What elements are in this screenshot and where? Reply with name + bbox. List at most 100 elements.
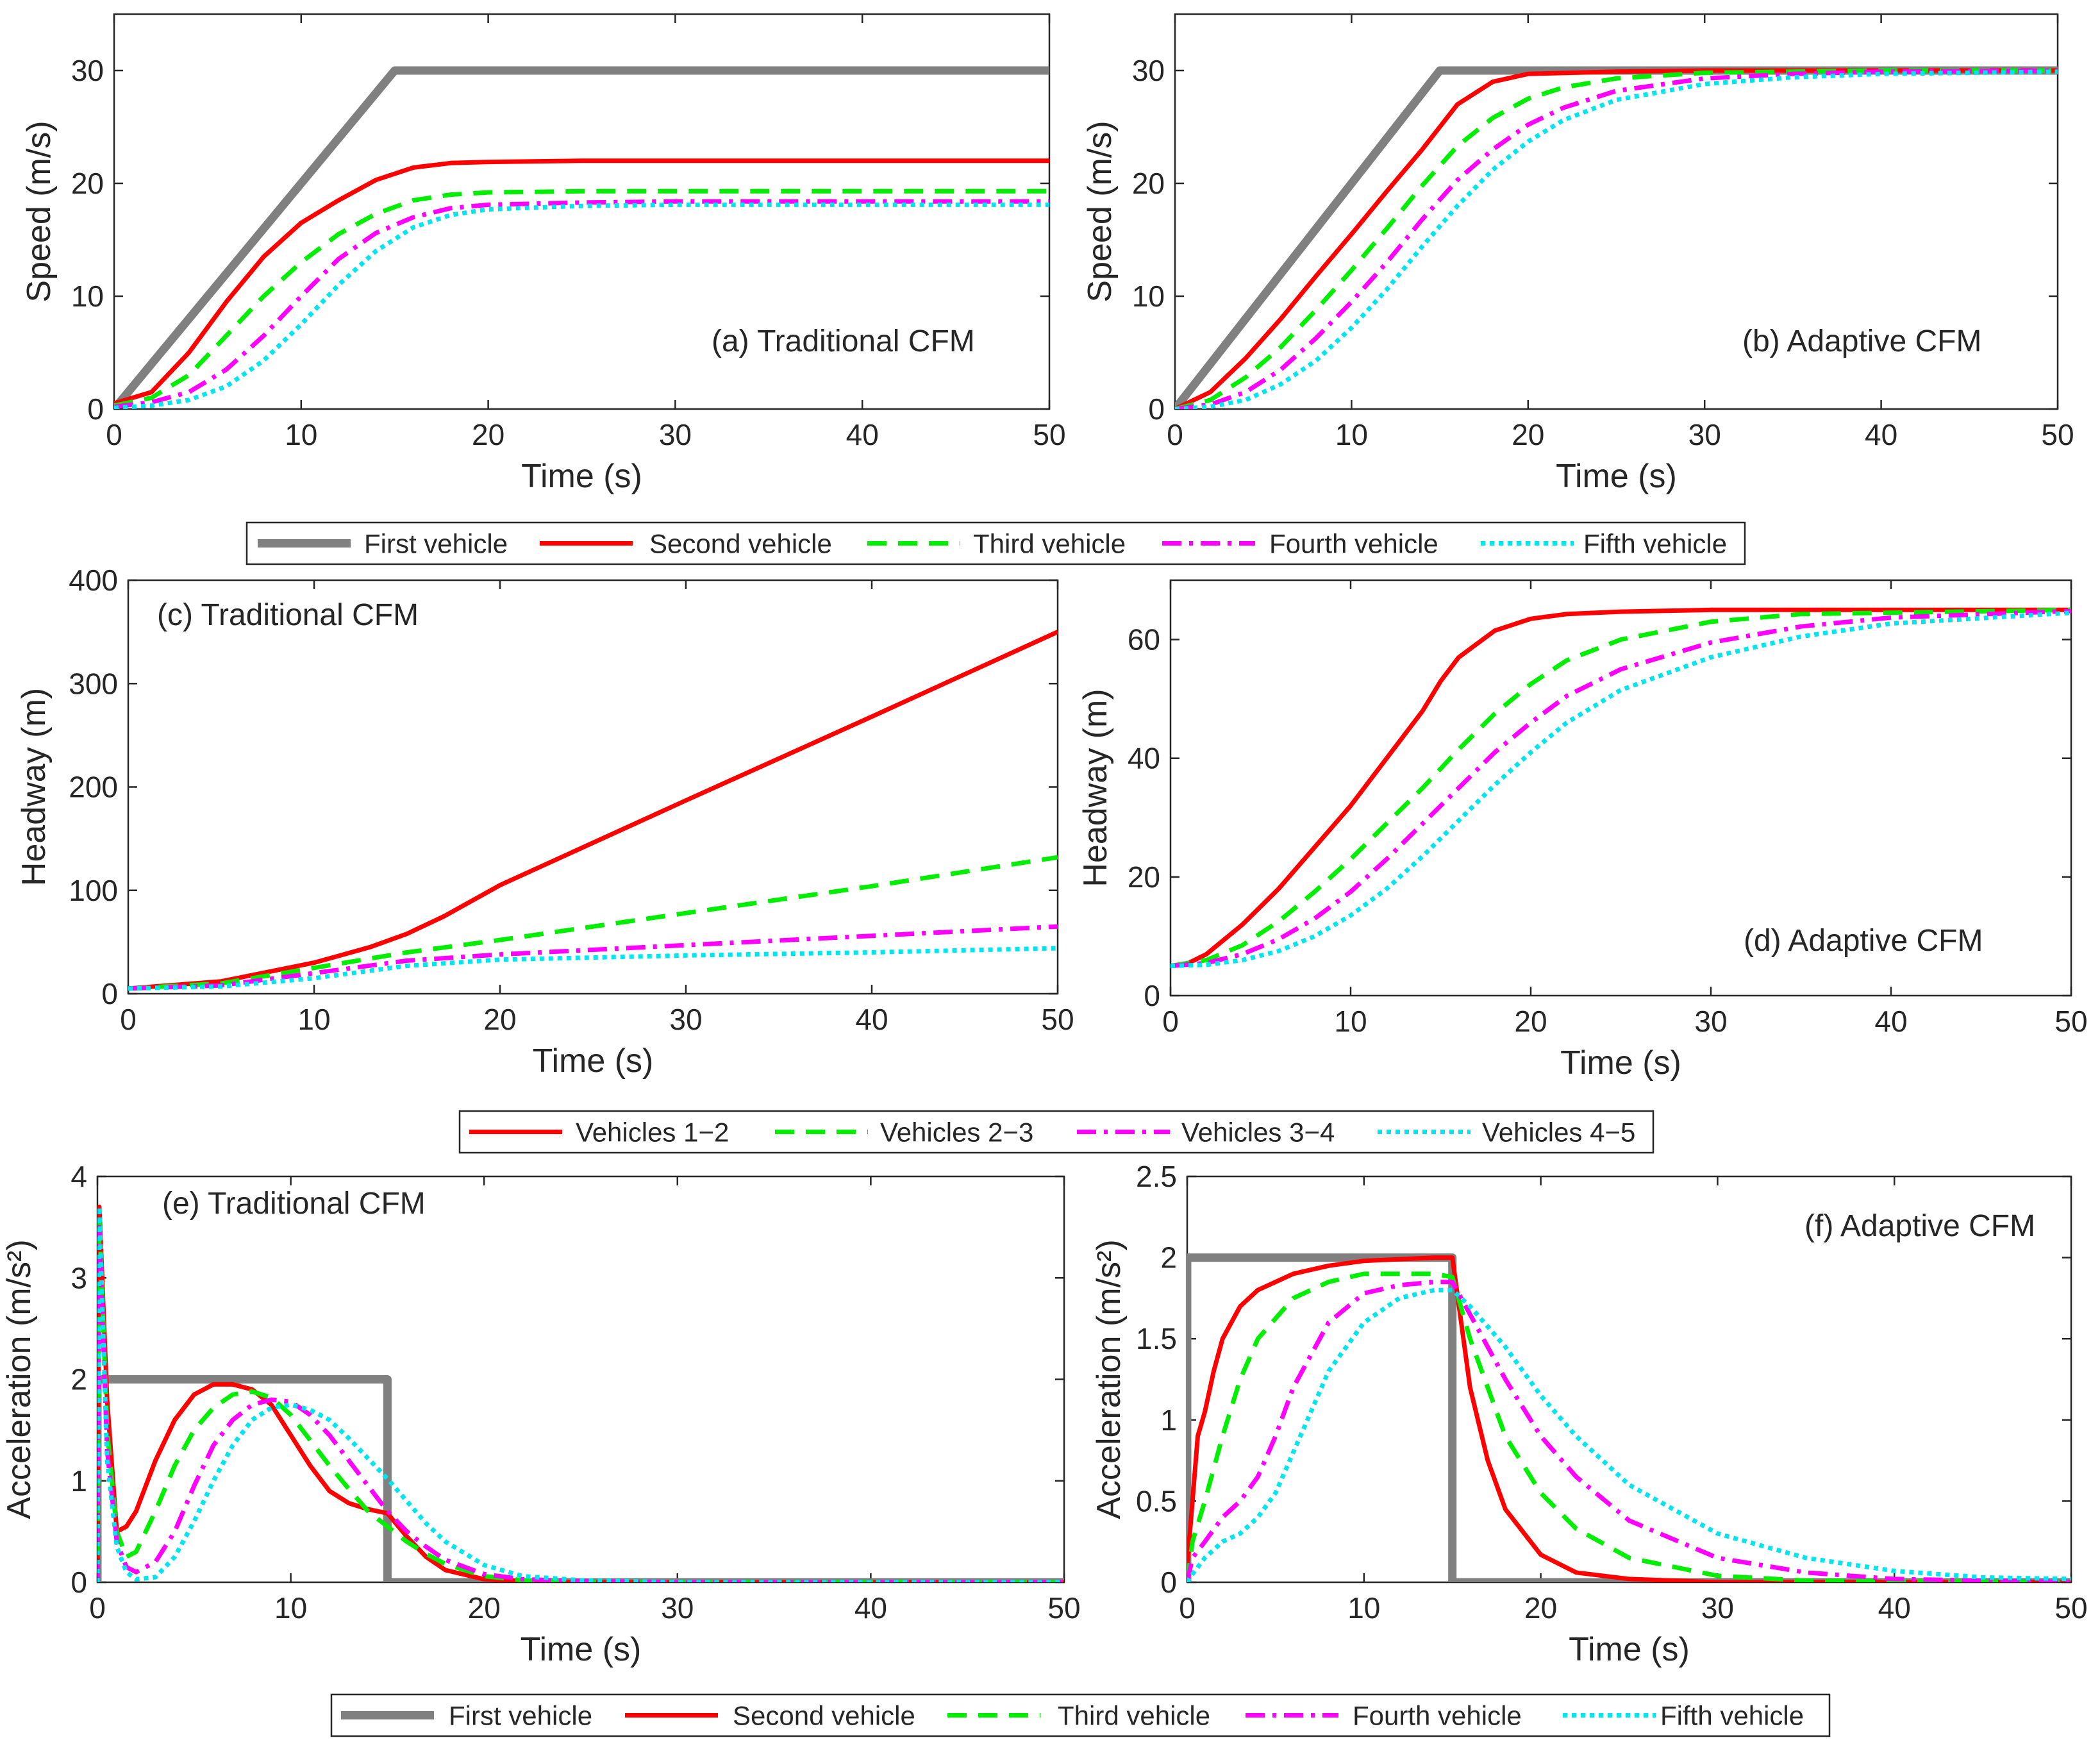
y-tick-label: 10 — [1132, 280, 1165, 313]
x-tick-label: 0 — [89, 1591, 106, 1625]
legend-mid: Vehicles 1−2 Vehicles 2−3 Vehicles 3−4 Vehi… — [458, 1110, 1654, 1154]
legend-label: Fifth vehicle — [1583, 529, 1727, 559]
y-tick-label: 200 — [69, 771, 118, 804]
x-tick-label: 30 — [661, 1591, 694, 1625]
x-tick-label: 40 — [855, 1003, 888, 1036]
y-tick-label: 2.5 — [1136, 1160, 1177, 1193]
y-tick-label: 0 — [1144, 979, 1160, 1012]
x-tick-label: 0 — [106, 418, 122, 451]
panel-d-axes-box — [1169, 579, 2072, 997]
series-line-fifth — [128, 946, 1058, 991]
panel-c-axes-box — [127, 579, 1059, 995]
series-line-third — [1171, 607, 2071, 969]
y-tick-label: 20 — [1128, 860, 1160, 894]
x-tick-label: 10 — [274, 1591, 307, 1625]
series-line-second — [128, 630, 1058, 991]
y-tick-label: 10 — [71, 280, 104, 313]
x-tick-label: 20 — [472, 418, 504, 451]
y-tick-label: 400 — [69, 564, 118, 597]
legend-label: First vehicle — [449, 1701, 592, 1731]
x-tick-label: 0 — [1167, 418, 1183, 451]
panel-a-axes-box — [113, 13, 1051, 410]
legend-box — [246, 521, 1746, 565]
x-tick-label: 20 — [1514, 1005, 1547, 1038]
panel-c: 0 10 20 30 40 50 0 100 200 300 400 Time (s) Headway … — [15, 564, 1074, 1080]
x-tick-label: 20 — [483, 1003, 516, 1036]
panel-annotation: (c) Traditional CFM — [157, 598, 419, 632]
y-tick-label: 2 — [1160, 1241, 1177, 1275]
y-tick-label: 0.5 — [1136, 1484, 1177, 1518]
x-axis-label: Time (s) — [533, 1042, 654, 1080]
series-line-fifth — [1171, 610, 2071, 969]
x-tick-label: 10 — [1334, 1005, 1367, 1038]
y-tick-label: 30 — [1132, 54, 1165, 87]
y-axis-label: Headway (m) — [1077, 689, 1114, 887]
panel-annotation: (e) Traditional CFM — [162, 1187, 426, 1221]
x-tick-label: 50 — [1041, 1003, 1074, 1036]
series-line-first — [114, 66, 1049, 409]
y-tick-label: 20 — [71, 167, 104, 200]
series-line-second — [114, 158, 1049, 406]
legend-label: Third vehicle — [1058, 1701, 1210, 1731]
y-tick-label: 100 — [69, 874, 118, 907]
series-line-fourth — [114, 199, 1049, 409]
y-axis-label: Acceleration (m/s²) — [1090, 1239, 1128, 1519]
legend-label: Third vehicle — [973, 529, 1126, 559]
y-tick-label: 1 — [1160, 1403, 1177, 1437]
series-line-fourth — [1175, 68, 2058, 409]
panel-annotation: (b) Adaptive CFM — [1742, 324, 1981, 358]
x-tick-label: 40 — [1878, 1591, 1911, 1625]
x-axis-label: Time (s) — [1569, 1631, 1690, 1668]
legend-label: Fourth vehicle — [1269, 529, 1438, 559]
y-axis-label: Speed (m/s) — [1081, 121, 1119, 302]
panel-b: 0 10 20 30 40 50 0 10 20 30 Time (s) Speed (m/s) (b)… — [1081, 13, 2074, 495]
series-line-third — [97, 1214, 1064, 1582]
x-tick-label: 20 — [468, 1591, 501, 1625]
y-tick-label: 1.5 — [1136, 1322, 1177, 1355]
legend-label: First vehicle — [364, 529, 508, 559]
y-tick-label: 40 — [1128, 742, 1160, 775]
y-tick-label: 3 — [71, 1261, 87, 1294]
y-tick-label: 300 — [69, 667, 118, 700]
legend-label: Fifth vehicle — [1660, 1701, 1804, 1731]
panel-a: 0 10 20 30 40 50 0 10 20 30 Time (s) Speed (m/s) (a)… — [21, 13, 1066, 495]
series-line-fourth — [1187, 1280, 2071, 1582]
series-line-third — [114, 188, 1049, 408]
series-line-fifth — [1175, 69, 2058, 409]
series-line-fifth — [114, 202, 1049, 409]
x-tick-label: 0 — [120, 1003, 137, 1036]
y-tick-label: 60 — [1128, 623, 1160, 656]
legend-label: Vehicles 3−4 — [1181, 1117, 1335, 1148]
x-tick-label: 30 — [1694, 1005, 1727, 1038]
x-tick-label: 30 — [1688, 418, 1721, 451]
legend-box — [330, 1693, 1831, 1737]
legend-bottom: First vehicle Second vehicle Third vehicle… — [330, 1693, 1831, 1737]
x-tick-label: 10 — [1335, 418, 1368, 451]
x-tick-label: 0 — [1179, 1591, 1196, 1625]
series-line-second — [1171, 607, 2071, 969]
y-axis-label: Acceleration (m/s²) — [1, 1239, 38, 1519]
x-tick-label: 40 — [1865, 418, 1897, 451]
series-line-fifth — [97, 1205, 1064, 1582]
legend-label: Vehicles 1−2 — [576, 1117, 729, 1148]
panel-annotation: (f) Adaptive CFM — [1804, 1209, 2035, 1243]
x-tick-label: 50 — [2054, 1591, 2087, 1625]
x-tick-label: 50 — [2041, 418, 2074, 451]
series-line-third — [1187, 1271, 2071, 1582]
series-line-third — [1175, 68, 2058, 409]
y-tick-label: 0 — [1160, 1566, 1177, 1599]
x-tick-label: 50 — [1047, 1591, 1080, 1625]
x-tick-label: 40 — [854, 1591, 887, 1625]
legend-label: Second vehicle — [733, 1701, 915, 1731]
y-tick-label: 0 — [1148, 392, 1165, 426]
series-line-second — [1187, 1255, 2071, 1582]
x-axis-label: Time (s) — [1560, 1044, 1681, 1082]
y-axis-label: Headway (m) — [15, 688, 53, 886]
y-tick-label: 0 — [71, 1566, 87, 1599]
y-axis-label: Speed (m/s) — [21, 121, 58, 302]
x-tick-label: 30 — [1701, 1591, 1734, 1625]
x-tick-label: 10 — [1347, 1591, 1380, 1625]
series-line-second — [1175, 68, 2058, 409]
x-tick-label: 50 — [1033, 418, 1065, 451]
